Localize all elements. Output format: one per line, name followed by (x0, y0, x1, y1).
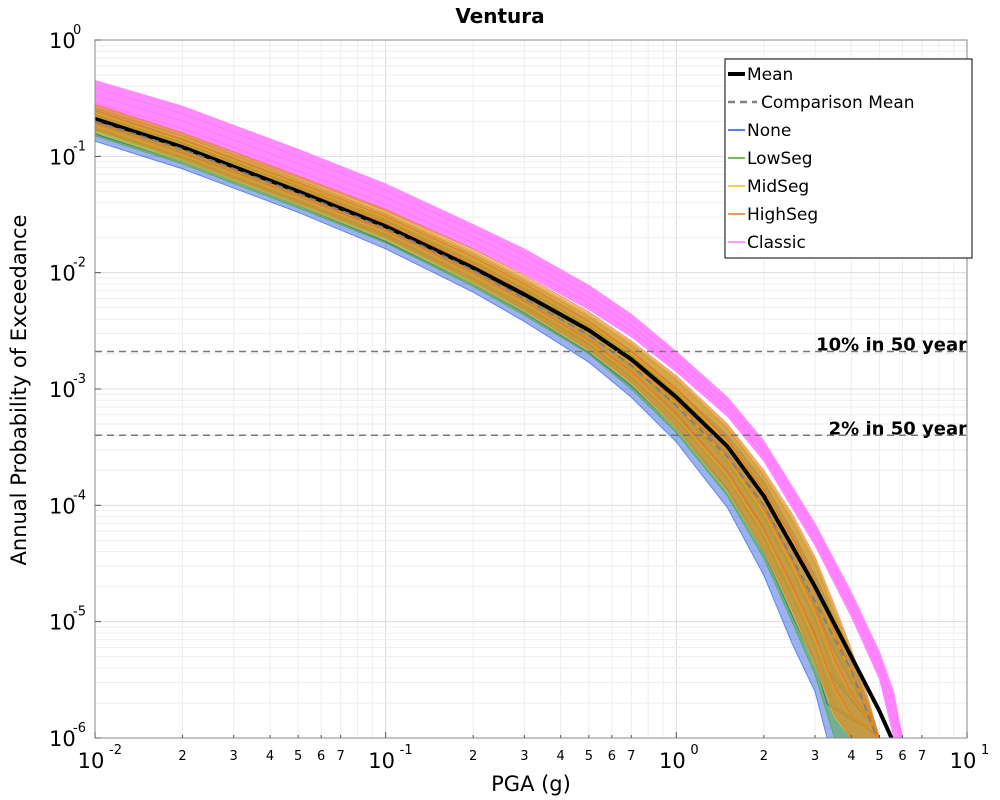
x-minor-tick-label: 3 (520, 749, 528, 764)
x-minor-tick-label: 2 (760, 749, 768, 764)
legend-label-mean: Mean (747, 65, 793, 85)
clipped-series (95, 79, 904, 738)
y-tick-exponent: -5 (73, 605, 86, 620)
y-tick-exponent: -3 (73, 372, 86, 387)
y-tick-label: 10 (49, 494, 76, 518)
x-minor-tick-label: 5 (294, 749, 302, 764)
series-band-midseg (95, 105, 881, 738)
series-band-highseg (95, 103, 881, 738)
y-tick-label: 10 (49, 262, 76, 286)
reference-line-label: 2% in 50 year (829, 418, 967, 439)
y-tick-exponent: -4 (73, 488, 86, 503)
legend-label-comparison-mean: Comparison Mean (761, 93, 915, 113)
x-tick-exponent: -2 (109, 743, 122, 758)
x-tick-label: 10 (659, 749, 686, 773)
chart-title: Ventura (455, 4, 544, 28)
series-strand-none (95, 133, 880, 738)
x-minor-tick-label: 7 (918, 749, 926, 764)
x-minor-tick-label: 4 (557, 749, 565, 764)
x-minor-tick-label: 3 (230, 749, 238, 764)
reference-line-label: 10% in 50 year (816, 335, 967, 356)
y-tick-exponent: -6 (73, 721, 86, 736)
series-strand-classic (95, 94, 904, 738)
x-minor-tick-label: 7 (627, 749, 635, 764)
y-axis-label: Annual Probability of Exceedance (7, 215, 31, 566)
series-strand-highseg (95, 116, 881, 738)
x-minor-tick-label: 2 (469, 749, 477, 764)
x-minor-tick-label: 6 (608, 749, 616, 764)
y-tick-label: 10 (49, 29, 76, 53)
series-layer (95, 79, 904, 738)
y-tick-exponent: -2 (73, 256, 86, 271)
x-minor-tick-label: 5 (875, 749, 883, 764)
series-strand-classic (95, 87, 904, 738)
y-tick-label: 10 (49, 378, 76, 402)
x-minor-tick-label: 5 (585, 749, 593, 764)
series-line-comparison-mean (95, 120, 878, 738)
y-tick-label: 10 (49, 611, 76, 635)
x-axis-ticks: 10 -2 10 -1 10 0 10 12 3 4 5 6 7 2 3 4 5 6 7 2 3 4 5 6 7 (78, 732, 989, 773)
plot-grid (94, 40, 967, 739)
x-tick-exponent: 0 (690, 743, 698, 758)
x-axis-label: PGA (g) (491, 772, 571, 796)
x-tick-label: 10 (950, 749, 977, 773)
x-tick-exponent: -1 (400, 743, 413, 758)
x-tick-exponent: 1 (981, 743, 989, 758)
x-minor-tick-label: 3 (811, 749, 819, 764)
y-tick-label: 10 (49, 727, 76, 751)
y-tick-exponent: -1 (73, 139, 86, 154)
series-strand-highseg (95, 122, 880, 738)
series-strand-midseg (95, 125, 880, 738)
legend-box (724, 58, 973, 259)
series-strand-highseg (95, 110, 881, 738)
series-strand-classic (95, 102, 903, 738)
x-tick-label: 10 (368, 749, 395, 773)
legend-label-midseg: MidSeg (747, 177, 809, 197)
legend: Mean Comparison Mean None LowSeg MidSeg HighS… (724, 58, 973, 259)
legend-label-classic: Classic (747, 233, 806, 253)
x-minor-tick-label: 4 (847, 749, 855, 764)
y-tick-label: 10 (49, 145, 76, 169)
legend-label-lowseg: LowSeg (747, 149, 813, 169)
x-minor-tick-label: 2 (178, 749, 186, 764)
series-strand-lowseg (95, 114, 881, 738)
series-strand-lowseg (95, 128, 880, 738)
series-band-lowseg (95, 107, 881, 738)
x-minor-tick-label: 6 (898, 749, 906, 764)
x-minor-tick-label: 7 (337, 749, 345, 764)
legend-label-none: None (747, 121, 791, 141)
legend-label-highseg: HighSeg (747, 205, 818, 225)
series-strand-midseg (95, 112, 881, 738)
series-line-mean (95, 116, 894, 738)
y-tick-exponent: 0 (73, 23, 81, 38)
reference-lines: 10% in 50 year 2% in 50 year (95, 335, 967, 439)
x-minor-tick-label: 6 (317, 749, 325, 764)
x-tick-label: 10 (78, 749, 105, 773)
x-minor-tick-label: 4 (266, 749, 274, 764)
